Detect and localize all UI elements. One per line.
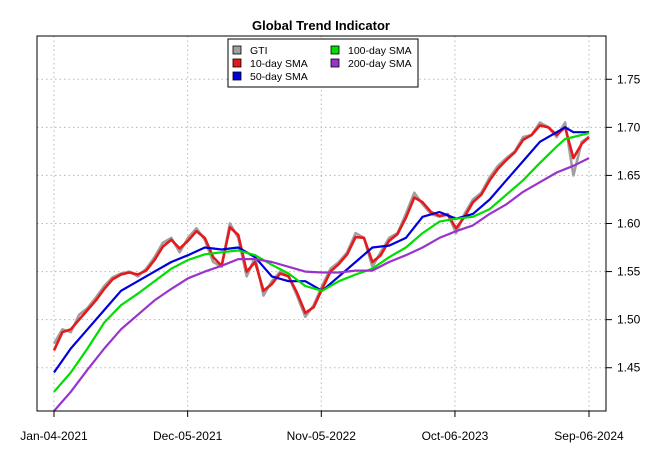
series-layer	[52, 121, 590, 412]
legend-box	[227, 38, 419, 88]
y-tick-label: 1.45	[617, 361, 641, 375]
chart-title: Global Trend Indicator	[252, 18, 390, 33]
series-line-10-day-sma	[52, 124, 590, 351]
x-tick-label: Dec-05-2021	[153, 429, 223, 443]
x-tick-label: Nov-05-2022	[287, 429, 357, 443]
legend-swatch	[232, 45, 242, 55]
legend-label: 10-day SMA	[250, 58, 308, 70]
legend-label: 50-day SMA	[250, 71, 308, 83]
y-tick-label: 1.70	[617, 120, 641, 134]
legend-swatch	[330, 45, 340, 55]
y-tick-label: 1.65	[617, 168, 641, 182]
y-tick-label: 1.60	[617, 217, 641, 231]
legend-label: 200-day SMA	[348, 58, 412, 70]
legend-swatch	[232, 71, 242, 81]
legend-swatch	[232, 58, 242, 68]
legend-label: 100-day SMA	[348, 45, 412, 57]
y-tick-label: 1.50	[617, 313, 641, 327]
y-tick-label: 1.55	[617, 265, 641, 279]
y-axis: 1.45 1.50 1.55 1.60 1.65 1.70 1.75	[606, 72, 641, 375]
series-line-200-day-sma	[53, 157, 590, 412]
series-line-100-day-sma	[53, 132, 590, 393]
y-tick-label: 1.75	[617, 72, 641, 86]
legend-swatch	[330, 58, 340, 68]
legend-label: GTI	[250, 45, 268, 57]
x-tick-label: Sep-06-2024	[554, 429, 624, 443]
series-line-50-day-sma	[53, 126, 589, 374]
x-tick-label: Oct-06-2023	[422, 429, 489, 443]
x-axis: Jan-04-2021 Dec-05-2021 Nov-05-2022 Oct-06-…	[20, 411, 624, 443]
x-tick-label: Jan-04-2021	[20, 429, 88, 443]
